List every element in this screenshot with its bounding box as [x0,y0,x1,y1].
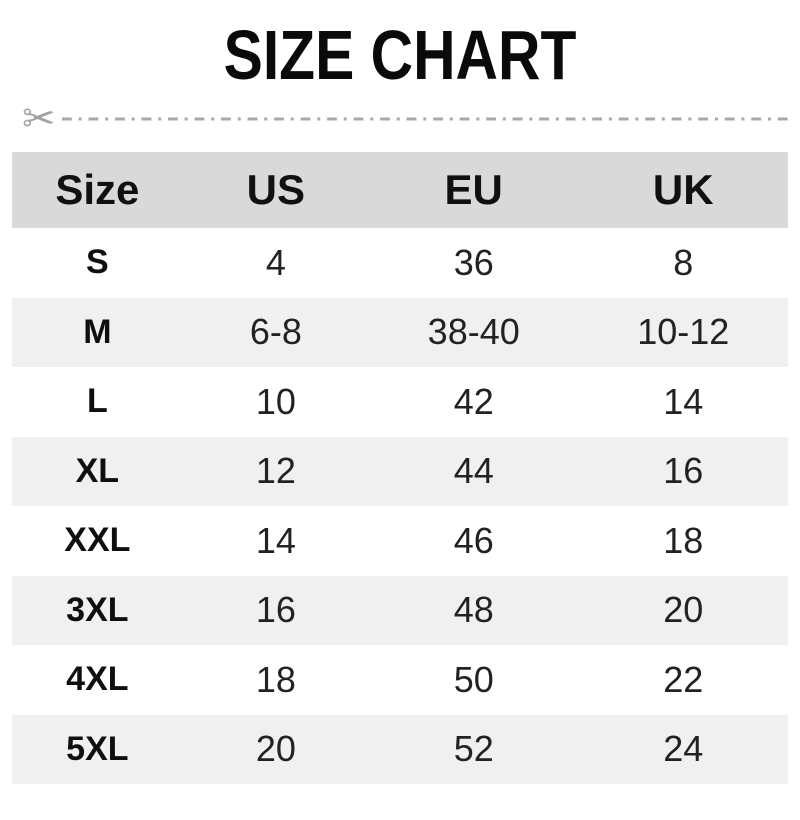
table-row: 5XL 20 52 24 [12,714,788,784]
column-header-size: Size [12,152,183,228]
size-cell: XL [75,451,120,490]
size-cell: S [86,243,109,282]
uk-cell: 8 [673,241,694,283]
us-cell: 20 [255,728,296,770]
us-cell: 18 [255,658,296,700]
page-title: SIZE CHART [223,16,577,94]
uk-cell: 24 [663,728,704,770]
size-cell: 4XL [66,660,129,699]
column-header-uk: UK [578,152,788,228]
scissors-icon: ✂ [22,97,56,141]
eu-cell: 50 [453,658,494,700]
us-cell: 16 [255,589,296,631]
uk-cell: 16 [663,450,704,492]
table-row: XL 12 44 16 [12,436,788,506]
size-cell: L [86,382,108,421]
eu-cell: 44 [453,450,494,492]
table-header-row: Size US EU UK [12,152,788,228]
size-chart-table: Size US EU UK S 4 36 8 M 6-8 38-40 10-12… [12,152,788,784]
eu-cell: 48 [453,589,494,631]
us-cell: 4 [265,241,286,283]
uk-cell: 14 [663,380,704,422]
column-header-us: US [182,152,369,228]
size-cell: XXL [64,521,131,560]
dashed-cut-line [61,117,792,121]
table-row: S 4 36 8 [12,228,788,298]
eu-cell: 42 [453,380,494,422]
eu-cell: 52 [453,728,494,770]
size-cell: 3XL [66,590,129,629]
eu-cell: 46 [453,519,494,561]
column-header-eu: EU [368,152,579,228]
us-cell: 6-8 [249,311,302,353]
uk-cell: 22 [663,658,704,700]
us-cell: 14 [255,519,296,561]
cut-line: ✂ [22,98,792,140]
table-row: 3XL 16 48 20 [12,575,788,645]
table-row: L 10 42 14 [12,367,788,437]
us-cell: 12 [255,450,296,492]
uk-cell: 18 [663,519,704,561]
size-cell: 5XL [66,729,129,768]
uk-cell: 10-12 [637,311,730,353]
us-cell: 10 [255,380,296,422]
table-row: XXL 14 46 18 [12,506,788,576]
size-cell: M [83,312,112,351]
eu-cell: 38-40 [427,311,520,353]
table-row: 4XL 18 50 22 [12,645,788,715]
table-row: M 6-8 38-40 10-12 [12,297,788,367]
uk-cell: 20 [663,589,704,631]
eu-cell: 36 [453,241,494,283]
